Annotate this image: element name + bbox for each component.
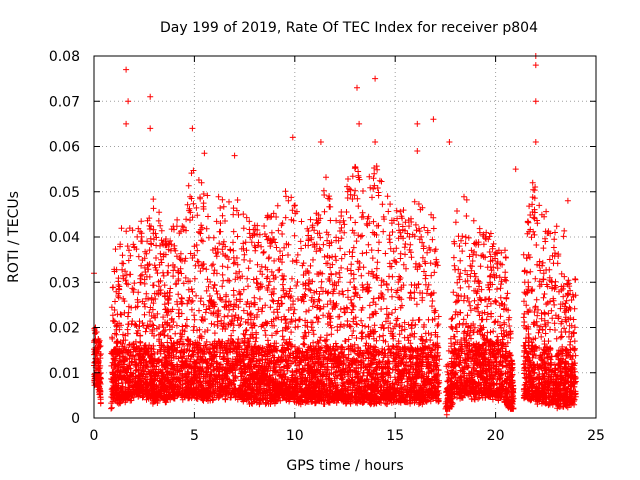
- data-points: [91, 53, 579, 418]
- y-tick-labels: 0 0.01 0.02 0.03 0.04 0.05 0.06 0.07 0.08: [49, 49, 80, 427]
- y-axis-label: ROTI / TECUs: [6, 191, 22, 283]
- x-tick-label: 25: [587, 428, 605, 444]
- y-tick-label: 0.08: [49, 49, 80, 65]
- y-tick-label: 0: [71, 411, 80, 427]
- x-axis-label: GPS time / hours: [286, 458, 403, 474]
- y-tick-label: 0.02: [49, 321, 80, 337]
- x-tick-labels: 0 5 10 15 20 25: [90, 428, 605, 444]
- y-tick-label: 0.06: [49, 140, 80, 156]
- x-tick-label: 15: [386, 428, 404, 444]
- y-tick-label: 0.07: [49, 94, 80, 110]
- y-tick-label: 0.03: [49, 275, 80, 291]
- x-tick-label: 0: [90, 428, 99, 444]
- chart-title: Day 199 of 2019, Rate Of TEC Index for r…: [160, 20, 538, 36]
- axis-ticks: [93, 55, 597, 419]
- roti-point-markers: [91, 53, 579, 418]
- y-tick-label: 0.04: [49, 230, 80, 246]
- x-tick-label: 5: [190, 428, 199, 444]
- y-tick-label: 0.01: [49, 366, 80, 382]
- x-tick-label: 10: [286, 428, 304, 444]
- x-tick-label: 20: [487, 428, 505, 444]
- y-tick-label: 0.05: [49, 185, 80, 201]
